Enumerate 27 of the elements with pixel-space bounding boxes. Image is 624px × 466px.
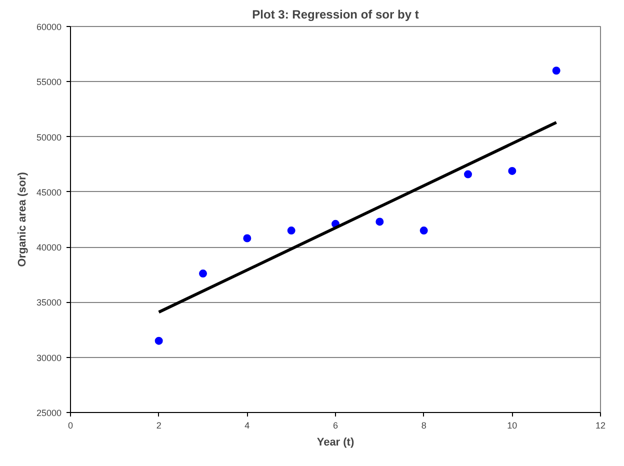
x-tick-label: 0 <box>68 420 74 430</box>
chart-title: Plot 3: Regression of sor by t <box>252 8 419 22</box>
y-tick-label: 60000 <box>36 22 62 32</box>
y-axis-title: Organic area (sor) <box>16 172 28 267</box>
x-tick-label: 6 <box>332 420 338 430</box>
y-tick-label: 30000 <box>36 352 62 363</box>
x-tick-label: 10 <box>507 420 518 430</box>
y-tick-label: 55000 <box>36 77 62 88</box>
point <box>508 166 516 175</box>
point <box>199 270 207 278</box>
y-tick-label: 45000 <box>36 187 62 198</box>
point <box>552 66 560 75</box>
x-tick-label: 2 <box>156 420 162 430</box>
x-tick-label: 4 <box>244 420 250 430</box>
point <box>376 218 384 226</box>
y-tick-label: 35000 <box>36 298 62 308</box>
point <box>420 226 428 235</box>
point <box>243 234 252 242</box>
point <box>287 226 296 235</box>
x-tick-label: 8 <box>421 420 426 430</box>
y-tick-label: 40000 <box>36 242 62 253</box>
y-tick-label: 50000 <box>36 132 62 142</box>
x-tick-label: 12 <box>595 420 606 430</box>
point <box>464 170 472 178</box>
y-tick-label: 25000 <box>36 408 62 418</box>
point <box>154 336 163 345</box>
x-axis-title: Year (t) <box>316 436 354 448</box>
